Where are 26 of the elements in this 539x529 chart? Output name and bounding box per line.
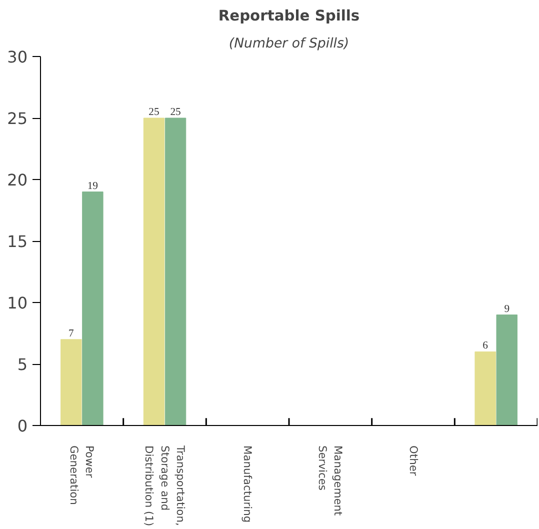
x-tick-label: Transportation, Storage and Distribution (1) bbox=[142, 444, 187, 526]
bar bbox=[60, 339, 82, 426]
x-tick-label: Manufacturing bbox=[241, 446, 254, 523]
y-tick-label: 25 bbox=[7, 109, 28, 128]
chart-subtitle: (Number of Spills) bbox=[228, 36, 350, 52]
x-tick-label: Management Services bbox=[316, 446, 345, 516]
data-label: 19 bbox=[87, 180, 98, 192]
bar bbox=[496, 314, 518, 426]
y-tick-label: 20 bbox=[7, 170, 28, 190]
data-label: 7 bbox=[68, 328, 74, 340]
data-label: 6 bbox=[482, 340, 489, 352]
y-tick-label: 5 bbox=[17, 355, 28, 374]
bar bbox=[164, 118, 186, 426]
y-tick-label: 0 bbox=[17, 416, 28, 436]
bar bbox=[143, 118, 165, 426]
bar bbox=[82, 192, 104, 426]
x-tick-label: Other bbox=[406, 446, 420, 476]
x-tick-label: Power Generation bbox=[68, 446, 96, 505]
y-tick-label: 15 bbox=[7, 232, 28, 251]
data-label: 9 bbox=[504, 304, 510, 315]
bar bbox=[474, 351, 496, 426]
y-tick-label: 30 bbox=[7, 48, 28, 66]
chart-title: Reportable Spills bbox=[218, 8, 360, 24]
data-label: 25 bbox=[148, 107, 160, 118]
y-tick-label: 10 bbox=[7, 294, 28, 312]
data-label: 25 bbox=[170, 107, 181, 118]
